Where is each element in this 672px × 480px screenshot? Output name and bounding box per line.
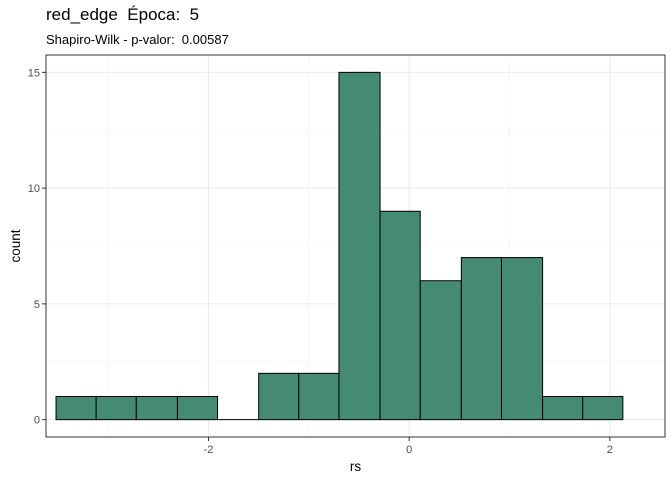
histogram-bar [176, 395, 219, 421]
histogram-bar [338, 71, 381, 421]
x-tick-label: 2 [607, 444, 613, 456]
x-tick-label: -2 [204, 444, 214, 456]
histogram-bar [460, 257, 502, 421]
histogram-bar [298, 372, 340, 421]
histogram-bar [135, 395, 178, 421]
y-tick-label: 15 [28, 67, 40, 79]
histogram-bar [419, 280, 462, 421]
histogram-bar [542, 395, 584, 421]
histogram-bar [500, 257, 544, 421]
histogram-bar [258, 372, 300, 421]
ticks: -2 0 2 0 5 10 15 [28, 67, 613, 456]
y-tick-label: 10 [28, 183, 40, 195]
y-tick-label: 5 [34, 299, 40, 311]
chart-subtitle: Shapiro-Wilk - p-valor: 0.00587 [46, 32, 229, 47]
histogram-bar [379, 210, 421, 421]
histogram-bar [582, 395, 624, 421]
histogram-bar [95, 395, 137, 421]
x-axis-label: rs [350, 459, 361, 474]
bars [55, 71, 624, 421]
x-tick-label: 0 [406, 444, 412, 456]
y-tick-label: 0 [34, 415, 40, 427]
histogram-bar [55, 395, 97, 421]
panel-border [45, 54, 666, 438]
chart-title: red_edge Época: 5 [46, 5, 200, 24]
y-axis-label: count [8, 229, 23, 262]
